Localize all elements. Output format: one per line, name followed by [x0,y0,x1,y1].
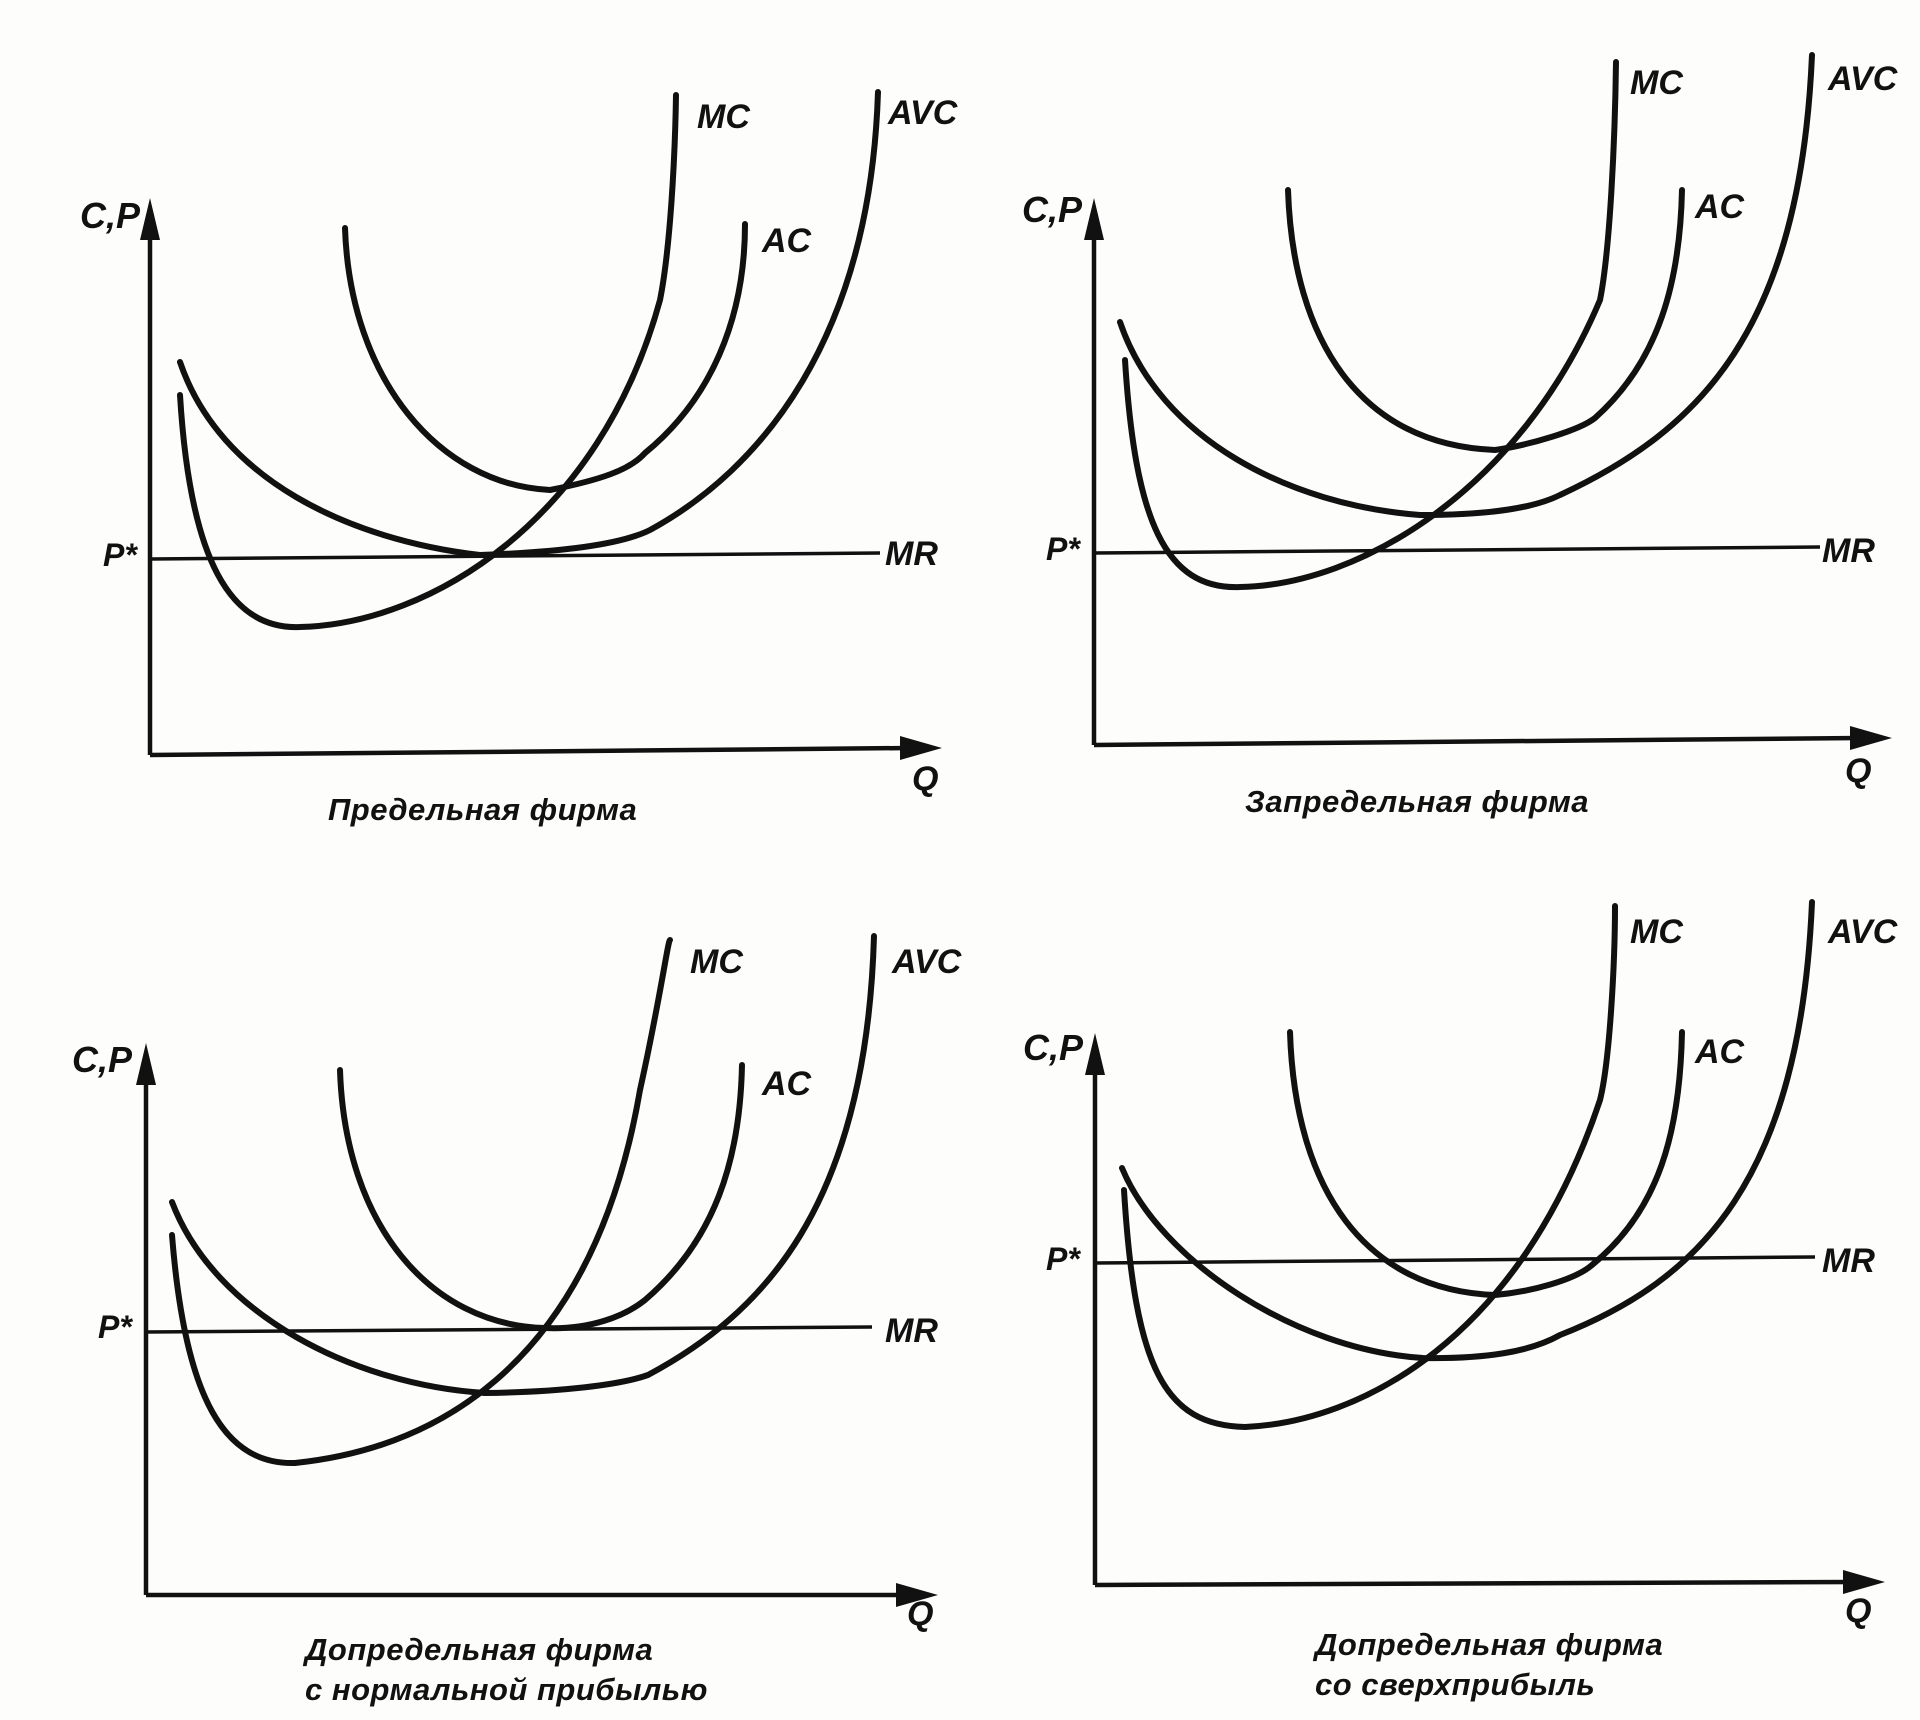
panel-submarginal-firm: C,P Q P* MR MC AVC AC Запредельная фирма [960,0,1920,860]
price-label: P* [1046,531,1081,567]
y-axis-label: C,P [72,1039,133,1080]
y-axis-label: C,P [80,195,141,236]
mr-label: MR [1822,532,1875,570]
avc-curve [177,89,881,558]
mc-curve [1121,903,1618,1430]
mr-line [1093,545,1821,555]
y-axis-arrow [140,198,160,240]
avc-label: AVC [891,943,962,981]
chart-marginal-firm: C,P Q P* MR MC AVC AC [80,89,958,798]
x-axis [1094,1579,1856,1588]
chart-intramarginal-excess-profit: C,P Q P* MR MC AVC AC [1023,899,1898,1630]
ac-label: AC [761,222,812,260]
price-label: P* [1046,1241,1081,1277]
x-axis-arrow [1843,1570,1885,1594]
x-axis-label: Q [1845,752,1871,790]
caption-line: Допредельная фирма [1315,1627,1664,1662]
caption-line: Запредельная фирма [1245,784,1590,819]
y-axis-label: C,P [1022,189,1083,230]
mr-label: MR [885,535,938,573]
avc-curve [169,933,877,1396]
x-axis [149,745,911,758]
mr-line [1094,1255,1816,1265]
avc-curve [1117,52,1815,518]
chart-submarginal-firm: C,P Q P* MR MC AVC AC [1022,52,1898,790]
ac-curve [342,221,748,493]
avc-label: AVC [887,94,958,132]
ac-label: AC [1694,1033,1745,1071]
y-axis-arrow [1084,198,1104,240]
x-axis-arrow [1850,726,1892,750]
ac-curve [337,1062,745,1332]
caption-intramarginal-excess-profit: Допредельная фирма со сверхприбыль [1315,1625,1663,1705]
y-axis-label: C,P [1023,1027,1084,1068]
chart-intramarginal-normal-profit: C,P Q P* MR MC AVC AC [72,933,962,1633]
panel-intramarginal-normal-profit: C,P Q P* MR MC AVC AC Допредельная фирма… [0,860,962,1720]
caption-line: Допредельная фирма [305,1632,654,1667]
panel-marginal-firm: C,P Q P* MR MC AVC AC Предельная фирма [0,0,960,860]
ac-label: AC [1694,188,1745,226]
mc-label: MC [690,943,743,981]
panel-intramarginal-excess-profit: C,P Q P* MR MC AVC AC Допредельная фирма… [960,860,1920,1720]
y-axis-arrow [1085,1033,1105,1075]
avc-curve [1119,899,1815,1362]
ac-label: AC [761,1065,812,1103]
x-axis [1093,735,1861,748]
mr-line [145,1325,873,1334]
caption-line: Предельная фирма [328,792,638,827]
mc-label: MC [1630,913,1683,951]
ac-curve [1285,187,1685,453]
mr-label: MR [885,1312,938,1350]
caption-submarginal-firm: Запредельная фирма [1245,782,1589,822]
price-label: P* [98,1309,133,1345]
mc-label: MC [697,98,750,136]
caption-marginal-firm: Предельная фирма [328,790,637,830]
mc-curve [177,92,679,631]
y-axis-arrow [136,1043,156,1085]
mr-label: MR [1822,1242,1875,1280]
x-axis-label: Q [912,760,938,798]
x-axis-arrow [896,1583,938,1607]
mc-curve [1122,59,1619,591]
x-axis-arrow [900,736,942,760]
mc-label: MC [1630,64,1683,102]
x-axis-label: Q [907,1595,933,1633]
avc-label: AVC [1827,913,1898,951]
x-axis-label: Q [1845,1592,1871,1630]
avc-label: AVC [1827,60,1898,98]
caption-intramarginal-normal-profit: Допредельная фирма с нормальной прибылью [305,1630,708,1710]
mc-curve [169,937,673,1467]
caption-line: со сверхприбыль [1315,1667,1596,1702]
caption-line: с нормальной прибылью [305,1672,708,1707]
price-label: P* [103,537,138,573]
ac-curve [1287,1029,1685,1298]
